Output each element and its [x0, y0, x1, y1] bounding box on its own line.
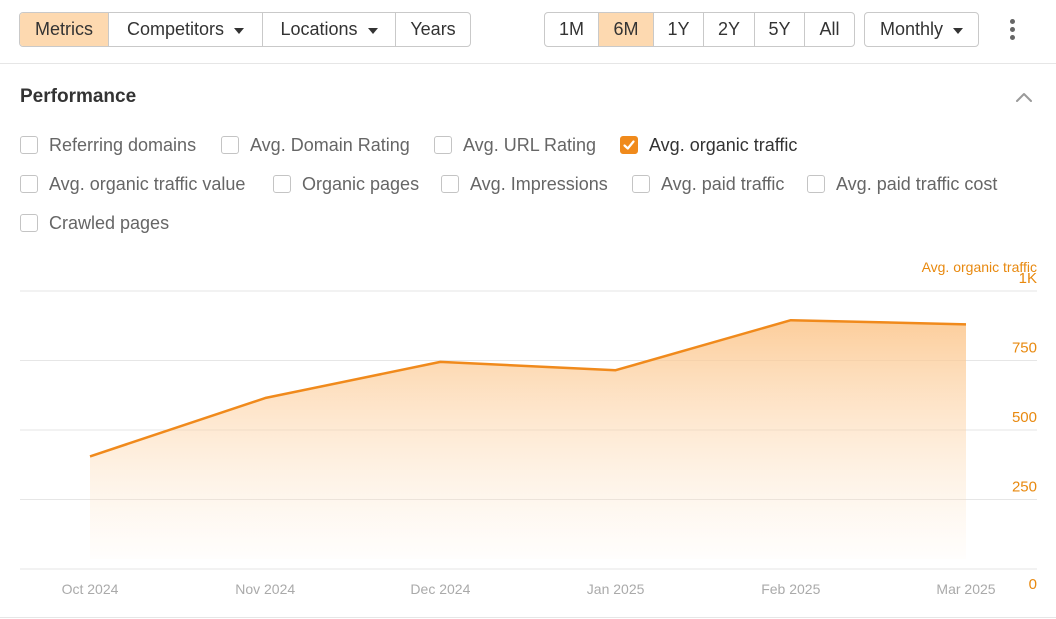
tab-label: Locations: [280, 19, 358, 39]
metric-label: Avg. organic traffic: [649, 134, 798, 155]
range-label: All: [819, 19, 840, 39]
checkbox-empty-icon[interactable]: [807, 175, 825, 193]
metric-label: Avg. paid traffic: [661, 173, 785, 194]
y-tick-label: 500: [1012, 409, 1037, 426]
tab-metrics[interactable]: Metrics: [20, 13, 109, 46]
chevron-down-icon: [367, 27, 378, 34]
series-line-avg-organic-traffic: [89, 318, 967, 458]
organic-traffic-chart: Avg. organic traffic 0 250 500 750 1K Oct 2024…: [20, 259, 1037, 597]
metric-label: Avg. URL Rating: [463, 134, 597, 155]
metric-checkbox-avg-paid-traffic-cost[interactable]: Avg. paid traffic cost: [807, 172, 997, 196]
range-6m-button[interactable]: 6M: [599, 13, 654, 46]
range-all-button[interactable]: All: [805, 13, 854, 46]
metric-checkbox-avg-url-rating[interactable]: Avg. URL Rating: [434, 133, 596, 157]
tab-label: Competitors: [126, 19, 225, 39]
range-1m-button[interactable]: 1M: [545, 13, 599, 46]
metric-checkbox-avg-domain-rating[interactable]: Avg. Domain Rating: [221, 133, 410, 157]
y-tick-label: 0: [1029, 576, 1037, 593]
checkbox-checked-icon[interactable]: [620, 136, 638, 154]
checkbox-empty-icon[interactable]: [20, 136, 38, 154]
metric-checkbox-organic-pages[interactable]: Organic pages: [273, 172, 419, 196]
y-tick-label: 250: [1012, 479, 1037, 496]
tab-label: Metrics: [35, 19, 93, 39]
checkbox-empty-icon[interactable]: [221, 136, 239, 154]
toolbar-divider: [0, 63, 1056, 64]
metric-label: Crawled pages: [49, 212, 170, 233]
y-tick-label: 750: [1012, 340, 1037, 357]
checkbox-empty-icon[interactable]: [273, 175, 291, 193]
range-label: 1Y: [667, 19, 690, 39]
checkbox-empty-icon[interactable]: [20, 175, 38, 193]
checkbox-empty-icon[interactable]: [632, 175, 650, 193]
chevron-down-icon: [234, 27, 245, 34]
x-tick-label: Jan 2025: [587, 581, 645, 597]
chevron-up-icon[interactable]: [1012, 86, 1036, 108]
interval-dropdown[interactable]: Monthly: [864, 12, 979, 47]
metric-checkbox-avg-organic-traffic-value[interactable]: Avg. organic traffic value: [20, 172, 245, 196]
range-2y-button[interactable]: 2Y: [704, 13, 755, 46]
y-axis-title: Avg. organic traffic: [922, 259, 1037, 275]
range-1y-button[interactable]: 1Y: [654, 13, 704, 46]
checkbox-empty-icon[interactable]: [20, 214, 38, 232]
range-label: 2Y: [717, 19, 741, 39]
x-tick-label: Mar 2025: [936, 581, 995, 597]
metric-checkbox-referring-domains[interactable]: Referring domains: [20, 133, 196, 157]
metric-label: Referring domains: [49, 134, 197, 155]
metric-checkbox-avg-organic-traffic[interactable]: Avg. organic traffic: [620, 133, 797, 157]
x-tick-label: Feb 2025: [761, 581, 820, 597]
x-tick-label: Nov 2024: [235, 581, 295, 597]
metric-label: Organic pages: [302, 173, 420, 194]
tab-locations[interactable]: Locations: [263, 13, 396, 46]
range-label: 1M: [558, 19, 584, 39]
tab-competitors[interactable]: Competitors: [109, 13, 263, 46]
x-tick-label: Oct 2024: [62, 581, 119, 597]
tab-label: Years: [410, 19, 456, 39]
interval-select-label: Monthly: [879, 19, 944, 39]
area-fill: [90, 320, 966, 559]
checkbox-empty-icon[interactable]: [434, 136, 452, 154]
section-title: Performance: [20, 86, 137, 107]
range-tab-group: 1M 6M 1Y 2Y 5Y All: [544, 12, 855, 47]
range-label: 6M: [613, 19, 639, 39]
x-tick-label: Dec 2024: [410, 581, 470, 597]
view-tab-group: Metrics Competitors Locations Years: [19, 12, 471, 47]
range-label: 5Y: [768, 19, 791, 39]
more-options-icon[interactable]: [1003, 17, 1023, 43]
metric-checkbox-crawled-pages[interactable]: Crawled pages: [20, 211, 169, 235]
bottom-divider: [0, 617, 1056, 618]
metric-checkbox-avg-impressions[interactable]: Avg. Impressions: [441, 172, 608, 196]
chevron-down-icon: [953, 27, 964, 34]
checkbox-empty-icon[interactable]: [441, 175, 459, 193]
interval-select-button[interactable]: Monthly: [865, 13, 978, 46]
toolbar: Metrics Competitors Locations Years 1M 6M 1Y 2…: [0, 0, 1056, 62]
range-5y-button[interactable]: 5Y: [755, 13, 805, 46]
metric-label: Avg. paid traffic cost: [836, 173, 998, 194]
metric-label: Avg. organic traffic value: [49, 173, 246, 194]
metric-label: Avg. Impressions: [470, 173, 608, 194]
metric-label: Avg. Domain Rating: [250, 134, 410, 155]
chart-area: Avg. organic traffic 0 250 500 750 1K Oct 2024…: [0, 250, 1056, 619]
tab-years[interactable]: Years: [396, 13, 470, 46]
y-tick-label: 1K: [1019, 270, 1037, 287]
metric-checkbox-avg-paid-traffic[interactable]: Avg. paid traffic: [632, 172, 784, 196]
